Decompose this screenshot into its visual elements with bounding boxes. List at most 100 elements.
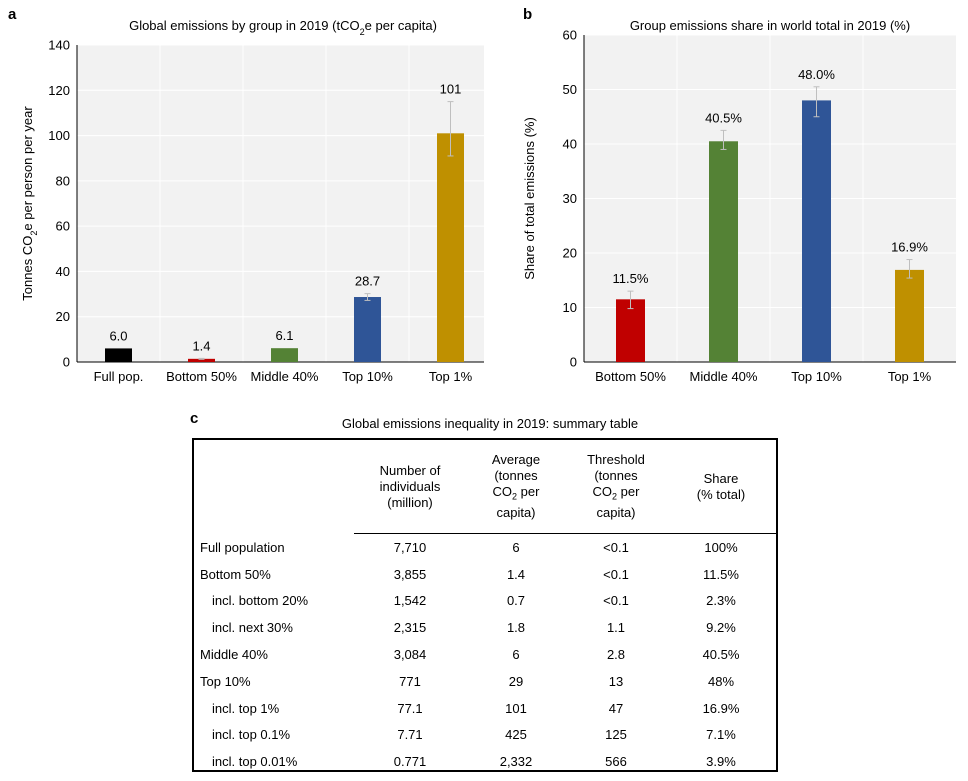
x-tick-label: Bottom 50%: [595, 369, 666, 384]
x-tick-label: Top 10%: [342, 369, 393, 384]
table-row: Full population 7,710 6 <0.1 100%: [194, 532, 776, 561]
table-cell: 101: [505, 700, 527, 716]
y-tick-label: 20: [56, 309, 70, 324]
table-row: Top 10% 771 29 13 48%: [194, 668, 776, 695]
y-tick-label: 40: [563, 137, 577, 152]
table-cell: 2,315: [393, 620, 427, 636]
bar: [354, 297, 381, 362]
x-tick-label: Top 1%: [888, 369, 932, 384]
y-tick-label: 20: [563, 246, 577, 261]
table-header-threshold: Threshold (tonnes CO2 per capita): [587, 452, 645, 520]
row-label: Bottom 50%: [200, 566, 271, 582]
x-tick-label: Top 1%: [429, 369, 473, 384]
table-cell: 7.1%: [706, 727, 736, 743]
chart-b-emissions-share: 0 10 20 30 40 50 60 11.5% Bottom 50% 40.5% Middle …: [522, 18, 956, 384]
table-cell: 29: [508, 673, 524, 689]
row-label: incl. top 1%: [212, 700, 280, 716]
y-tick-label: 60: [56, 219, 70, 234]
table-cell: 6: [466, 532, 566, 561]
table-cell: 7,710: [354, 532, 466, 561]
row-label: Middle 40%: [200, 647, 268, 663]
table-cell: 425: [505, 727, 527, 743]
table-cell: <0.1: [603, 566, 629, 582]
table-cell: 7.71: [397, 727, 423, 743]
table-cell: 0.771: [393, 754, 427, 770]
data-label: 1.4: [192, 338, 210, 353]
table-cell: 1,542: [393, 593, 427, 609]
table-row: Middle 40% 3,084 6 2.8 40.5%: [194, 641, 776, 668]
data-label: 48.0%: [798, 67, 835, 82]
row-label: Top 10%: [200, 673, 251, 689]
y-tick-label: 30: [563, 191, 577, 206]
table-cell: 6: [512, 647, 520, 663]
table-cell: <0.1: [603, 593, 629, 609]
data-label: 101: [440, 82, 462, 97]
bar: [188, 358, 215, 362]
panel-label-b: b: [523, 6, 533, 23]
data-label: 28.7: [355, 274, 380, 289]
table-row: incl. bottom 20% 1,542 0.7 <0.1 2.3%: [194, 588, 776, 615]
table-cell: 2.8: [606, 647, 626, 663]
table-cell: <0.1: [566, 532, 666, 561]
table-cell: 0.7: [506, 593, 526, 609]
x-tick-label: Bottom 50%: [166, 369, 237, 384]
row-label: incl. bottom 20%: [212, 593, 309, 609]
y-tick-label: 0: [63, 355, 70, 370]
bar: [802, 100, 831, 363]
chart-title: Group emissions share in world total in …: [630, 18, 910, 33]
table-cell: 11.5%: [703, 566, 739, 582]
table-cell: 77.1: [397, 700, 423, 716]
table-header-empty: [194, 440, 354, 534]
table-cell: 3,084: [393, 647, 427, 663]
bar: [271, 348, 298, 362]
bar: [105, 348, 132, 362]
x-tick-label: Top 10%: [791, 369, 842, 384]
row-label: incl. top 0.1%: [212, 727, 291, 743]
data-label: 16.9%: [891, 240, 928, 255]
table-cell: 40.5%: [702, 647, 740, 663]
y-tick-label: 50: [563, 82, 577, 97]
panel-label-c: c: [190, 410, 199, 427]
chart-a-emissions-per-capita: 0 20 40 60 80 100 120 140 6.0 Full pop. 1.4 Bottom …: [20, 18, 484, 384]
table-cell: 48%: [707, 673, 735, 689]
plot-area: [77, 45, 484, 362]
row-label: incl. next 30%: [212, 620, 293, 636]
summary-table-box: Number of individuals (million) Average (to…: [192, 438, 778, 772]
table-row: incl. top 0.1% 7.71 425 125 7.1%: [194, 722, 776, 749]
data-label: 40.5%: [705, 110, 742, 125]
row-label: Full population: [200, 539, 285, 555]
table-cell: 2,332: [499, 754, 533, 770]
table-cell: 3,855: [393, 566, 427, 582]
x-tick-label: Middle 40%: [690, 369, 758, 384]
y-axis-label: Share of total emissions (%): [522, 117, 537, 280]
y-tick-label: 80: [56, 173, 70, 188]
table-cell: 3.9%: [706, 754, 736, 770]
table-title: Global emissions inequality in 2019: sum…: [341, 416, 639, 431]
data-label: 11.5%: [613, 271, 649, 286]
y-tick-label: 60: [563, 28, 577, 43]
panel-label-a: a: [8, 6, 17, 23]
table-cell: 125: [605, 727, 627, 743]
table-row: incl. top 0.01% 0.771 2,332 566 3.9%: [194, 748, 776, 775]
row-label: incl. top 0.01%: [212, 754, 298, 770]
table-cell: 566: [605, 754, 627, 770]
y-tick-label: 140: [48, 38, 70, 53]
table-header-row: Number of individuals (million) Average (to…: [194, 440, 776, 534]
y-tick-label: 0: [570, 355, 577, 370]
table-cell: 1.4: [506, 566, 526, 582]
table-cell: 1.8: [506, 620, 526, 636]
y-axis-label: Tonnes CO2e per person per year: [20, 106, 39, 301]
y-tick-label: 40: [56, 264, 70, 279]
table-row: Bottom 50% 3,855 1.4 <0.1 11.5%: [194, 561, 776, 588]
table-header-share: Share (% total): [696, 470, 746, 502]
table-cell: 771: [399, 673, 421, 689]
table-row: incl. next 30% 2,315 1.8 1.1 9.2%: [194, 614, 776, 641]
y-tick-label: 10: [563, 300, 577, 315]
table-cell: 1.1: [606, 620, 626, 636]
bar: [709, 141, 738, 362]
x-tick-label: Middle 40%: [251, 369, 319, 384]
x-tick-label: Full pop.: [94, 369, 144, 384]
summary-table: Number of individuals (million) Average (to…: [194, 440, 776, 775]
bar: [437, 133, 464, 362]
y-tick-label: 120: [48, 83, 70, 98]
